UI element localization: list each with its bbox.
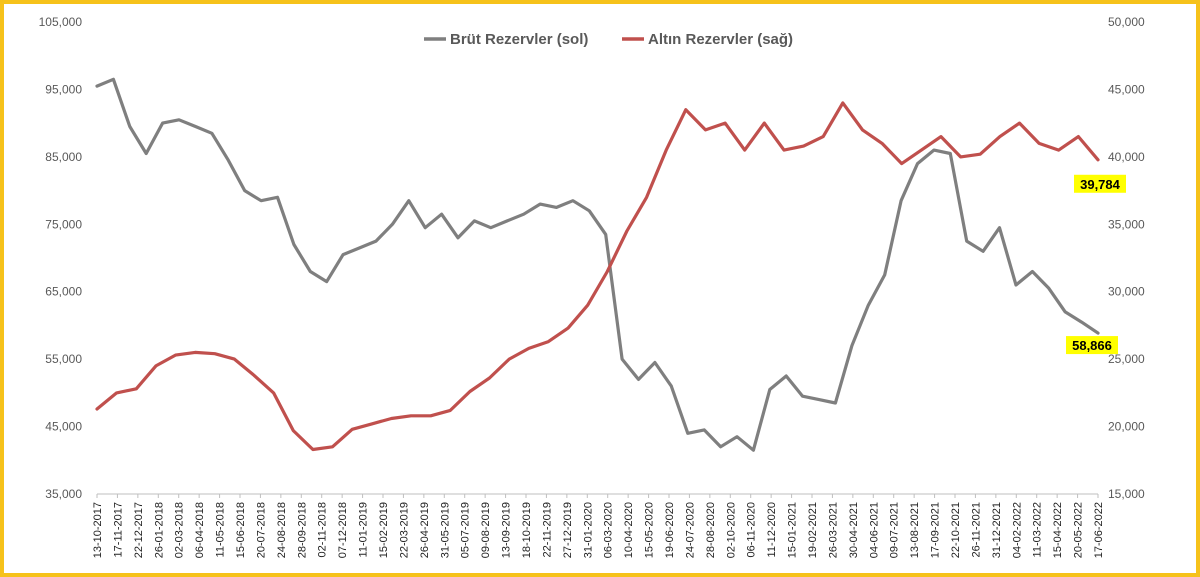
x-tick-label: 22-10-2021: [950, 502, 962, 558]
x-tick-label: 17-11-2017: [112, 502, 124, 557]
x-tick-label: 09-08-2019: [480, 502, 492, 558]
x-tick-label: 13-08-2021: [909, 502, 921, 558]
x-tick-label: 22-12-2017: [133, 502, 145, 558]
x-tick-label: 06-04-2018: [194, 502, 206, 558]
x-tick-label: 27-12-2019: [562, 502, 574, 558]
legend-label: Brüt Rezervler (sol): [450, 31, 588, 48]
x-tick-label: 13-09-2019: [501, 502, 513, 558]
x-tick-label: 07-12-2018: [337, 502, 349, 558]
x-tick-label: 02-10-2020: [725, 502, 737, 558]
x-tick-label: 15-02-2019: [378, 502, 390, 558]
y-left-tick-label: 45,000: [45, 420, 82, 434]
y-right-tick-label: 20,000: [1108, 420, 1145, 434]
y-right-tick-label: 40,000: [1108, 150, 1145, 164]
line-chart: 35,000 45,000 55,000 65,000 75,000 85,000 95,0…: [39, 15, 1145, 558]
y-right-tick-label: 25,000: [1108, 352, 1145, 366]
x-tick-label: 11-03-2022: [1032, 502, 1044, 557]
y-left-tick-label: 105,000: [39, 15, 83, 29]
altin-rezervler-line: [95, 101, 1100, 452]
y-left-tick-label: 65,000: [45, 285, 82, 299]
x-tick-label: 31-05-2019: [439, 502, 451, 558]
x-tick-label: 17-06-2022: [1093, 502, 1105, 558]
x-tick-label: 26-04-2019: [419, 502, 431, 558]
x-tick-label: 22-03-2019: [398, 502, 410, 558]
y-right-tick-label: 45,000: [1108, 82, 1145, 96]
brut-rezervler-line: [95, 77, 1100, 452]
x-tick-label: 31-12-2021: [991, 502, 1003, 558]
x-tick-label: 04-02-2022: [1011, 502, 1023, 558]
x-tick-label: 17-09-2021: [930, 502, 942, 558]
x-tick-label: 26-03-2021: [827, 502, 839, 558]
x-tick-label: 15-05-2020: [644, 502, 656, 558]
y-right-tick-label: 35,000: [1108, 217, 1145, 231]
x-tick-label: 13-10-2017: [92, 502, 104, 558]
legend-label: Altın Rezervler (sağ): [648, 31, 793, 48]
y-left-tick-label: 95,000: [45, 82, 82, 96]
x-tick-label: 22-11-2019: [541, 502, 553, 557]
y-left-tick-label: 75,000: [45, 217, 82, 231]
y-left-tick-label: 35,000: [45, 487, 82, 501]
y-left-tick-label: 85,000: [45, 150, 82, 164]
y-right-tick-label: 50,000: [1108, 15, 1145, 29]
x-tick-label: 15-06-2018: [235, 502, 247, 558]
x-tick-label: 24-07-2020: [684, 502, 696, 558]
x-tick-label: 15-04-2022: [1052, 502, 1064, 558]
x-tick-label: 11-01-2019: [358, 502, 370, 557]
y-right-tick-label: 30,000: [1108, 285, 1145, 299]
x-tick-label: 04-06-2021: [868, 502, 880, 558]
x-tick-label: 15-01-2021: [787, 502, 799, 558]
x-tick-label: 02-11-2018: [317, 502, 329, 557]
y-left-tick-label: 55,000: [45, 352, 82, 366]
data-label-highlight: [1066, 336, 1118, 355]
x-tick-label: 19-06-2020: [664, 502, 676, 558]
x-tick-label: 30-04-2021: [848, 502, 860, 558]
x-tick-label: 31-01-2020: [582, 502, 594, 558]
x-tick-label: 18-10-2019: [521, 502, 533, 558]
x-tick-label: 06-03-2020: [603, 502, 615, 558]
x-tick-label: 02-03-2018: [174, 502, 186, 558]
x-tick-label: 28-08-2020: [705, 502, 717, 558]
brut-end-value-label: 58,866: [1072, 338, 1112, 353]
data-label-highlight: [1074, 174, 1126, 193]
x-tick-label: 26-11-2021: [970, 502, 982, 557]
x-tick-label: 28-09-2018: [296, 502, 308, 558]
x-tick-label: 20-05-2022: [1073, 502, 1085, 558]
x-tick-label: 20-07-2018: [255, 502, 267, 558]
x-tick-label: 24-08-2018: [276, 502, 288, 558]
x-tick-label: 11-12-2020: [766, 502, 778, 557]
x-tick-label: 09-07-2021: [889, 502, 901, 558]
x-tick-label: 05-07-2019: [460, 502, 472, 558]
y-right-tick-label: 15,000: [1108, 487, 1145, 501]
x-tick-label: 26-01-2018: [153, 502, 165, 558]
x-tick-label: 06-11-2020: [746, 502, 758, 557]
x-tick-label: 19-02-2021: [807, 502, 819, 558]
x-tick-label: 10-04-2020: [623, 502, 635, 558]
altin-end-value-label: 39,784: [1080, 177, 1121, 192]
x-tick-label: 11-05-2018: [215, 502, 227, 557]
